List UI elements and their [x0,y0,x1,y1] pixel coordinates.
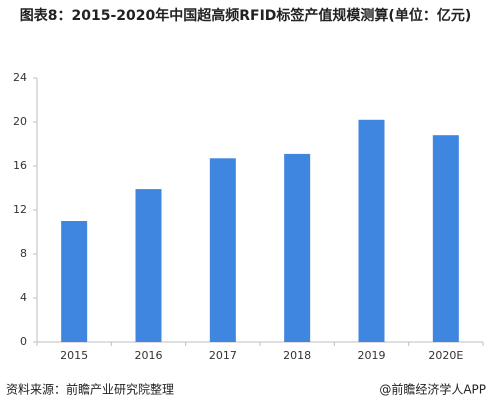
x-tick-label: 2015 [60,349,88,362]
bar [135,189,162,342]
source-note: 资料来源：前瞻产业研究院整理 [6,382,174,397]
y-tick-label: 20 [13,115,27,128]
x-tick-label: 2019 [358,349,386,362]
credit: @前瞻经济学人APP [379,382,486,397]
y-tick-label: 0 [20,335,27,348]
y-tick-label: 12 [13,203,27,216]
bar [209,158,236,342]
y-tick-label: 4 [20,291,27,304]
x-tick-label: 2017 [209,349,237,362]
chart-title: 图表8：2015-2020年中国超高频RFID标签产值规模测算(单位：亿元) [19,8,472,24]
bar [61,221,88,342]
y-tick-label: 16 [13,159,27,172]
bar [432,135,459,342]
bar [284,153,311,342]
bar [358,119,385,342]
x-tick-label: 2020E [428,349,463,362]
y-tick-label: 8 [20,247,27,260]
x-tick-label: 2018 [283,349,311,362]
x-tick-label: 2016 [135,349,163,362]
y-tick-label: 24 [13,71,27,84]
